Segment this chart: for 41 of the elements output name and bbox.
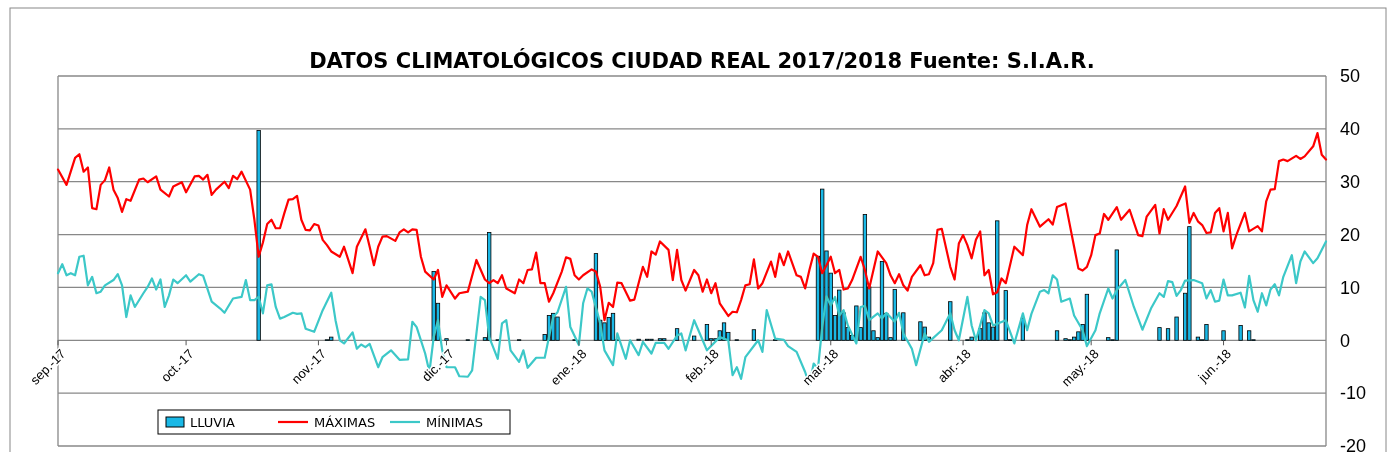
bar: [1114, 249, 1119, 341]
bar: [995, 220, 1000, 341]
bar: [704, 324, 710, 341]
y-tick-label: 50: [1340, 66, 1361, 87]
bar: [969, 336, 974, 341]
line-series: [56, 131, 1328, 322]
bar: [692, 335, 697, 341]
bar: [879, 261, 885, 341]
bar: [1157, 327, 1162, 341]
bar: [1221, 330, 1226, 341]
bar: [1054, 330, 1060, 341]
y-tick-label: 10: [1340, 277, 1361, 298]
bar: [555, 316, 560, 341]
chart-title: DATOS CLIMATOLÓGICOS CIUDAD REAL 2017/2018 Fuente: S.I.A.R.: [309, 48, 1095, 73]
bar: [751, 329, 757, 341]
bar: [606, 317, 611, 341]
legend-label: LLUVIA: [190, 414, 236, 430]
legend-label: MÍNIMAS: [426, 414, 483, 430]
bar: [892, 289, 897, 341]
bar: [610, 312, 616, 341]
bar: [1195, 336, 1201, 341]
bar: [329, 336, 334, 341]
y-tick-label: 30: [1340, 172, 1361, 193]
bar: [1174, 316, 1179, 341]
bar: [1003, 290, 1008, 341]
bar: [1106, 337, 1111, 341]
bar: [1247, 330, 1252, 341]
y-tick-label: 40: [1340, 119, 1361, 140]
bar: [982, 312, 987, 341]
y-tick-label: -20: [1340, 436, 1367, 452]
bar: [1238, 325, 1243, 341]
y-tick-label: 0: [1340, 330, 1351, 351]
bar: [1165, 328, 1171, 341]
y-tick-label: 20: [1340, 224, 1361, 245]
y-tick-label: -10: [1340, 383, 1367, 404]
bar: [1187, 226, 1192, 341]
bar: [1084, 293, 1090, 341]
bar: [918, 321, 923, 341]
bar: [256, 130, 261, 341]
bar: [1204, 324, 1209, 341]
legend-label: MÁXIMAS: [314, 414, 376, 430]
